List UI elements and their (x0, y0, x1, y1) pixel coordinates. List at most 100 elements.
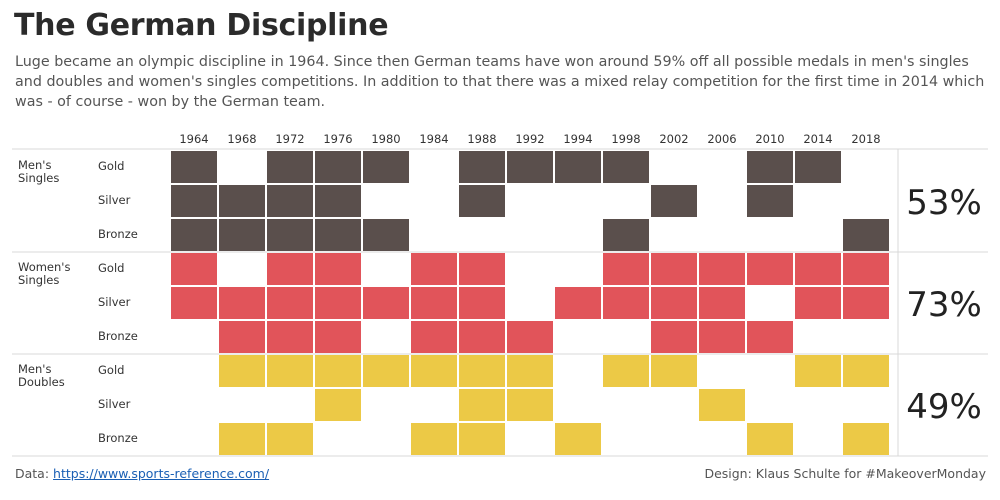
medal-cell (459, 253, 505, 285)
medal-cell (219, 355, 265, 387)
medal-cell (315, 355, 361, 387)
medal-cell (267, 253, 313, 285)
medal-label: Bronze (98, 431, 138, 445)
year-label: 1972 (275, 132, 304, 146)
medal-cell (843, 253, 889, 285)
medal-cell (267, 287, 313, 319)
medal-cell (795, 287, 841, 319)
medal-cell (507, 321, 553, 353)
group-percent: 73% (906, 285, 982, 325)
medal-cell (459, 185, 505, 217)
chart-subtitle: Luge became an olympic discipline in 196… (15, 54, 985, 110)
medal-cell (171, 219, 217, 251)
medal-cell (603, 287, 649, 319)
group-label: Women's (18, 260, 70, 274)
year-label: 1988 (467, 132, 496, 146)
medal-cell (507, 389, 553, 421)
medal-cell (315, 253, 361, 285)
medal-cell (843, 423, 889, 455)
medal-cell (747, 185, 793, 217)
medal-label: Silver (98, 397, 131, 411)
group-label: Doubles (18, 375, 65, 389)
medal-cell (699, 287, 745, 319)
medal-cell (651, 287, 697, 319)
year-label: 1998 (611, 132, 640, 146)
medal-cell (267, 321, 313, 353)
medal-cell (459, 423, 505, 455)
medal-cell (363, 151, 409, 183)
year-label: 1976 (323, 132, 352, 146)
medal-cell (651, 321, 697, 353)
medal-cell (507, 151, 553, 183)
medal-cell (603, 355, 649, 387)
group-label: Singles (18, 171, 59, 185)
medal-cell (363, 355, 409, 387)
medal-cell (699, 389, 745, 421)
medal-cell (555, 287, 601, 319)
medal-label: Silver (98, 193, 131, 207)
medal-cell (843, 219, 889, 251)
medal-cell (603, 253, 649, 285)
data-source: Data: https://www.sports-reference.com/ (15, 466, 269, 481)
medal-cell (315, 287, 361, 319)
medal-cell (363, 287, 409, 319)
year-label: 2018 (851, 132, 880, 146)
medal-label: Gold (98, 159, 124, 173)
medal-cell (315, 321, 361, 353)
medal-cell (411, 253, 457, 285)
medal-cell (411, 423, 457, 455)
medal-cell (267, 219, 313, 251)
medal-cell (459, 389, 505, 421)
medal-cell (699, 321, 745, 353)
medal-cell (267, 423, 313, 455)
medal-cell (747, 423, 793, 455)
medal-cell (651, 253, 697, 285)
medal-cell (171, 185, 217, 217)
medal-cell (315, 219, 361, 251)
year-label: 1992 (515, 132, 544, 146)
year-label: 1984 (419, 132, 448, 146)
year-label: 1964 (179, 132, 208, 146)
medal-cell (411, 321, 457, 353)
medal-cell (267, 151, 313, 183)
medal-cell (699, 253, 745, 285)
year-label: 1980 (371, 132, 400, 146)
medal-cell (411, 287, 457, 319)
medal-cell (171, 253, 217, 285)
medal-label: Bronze (98, 227, 138, 241)
year-label: 1994 (563, 132, 592, 146)
medal-cell (843, 287, 889, 319)
data-source-link[interactable]: https://www.sports-reference.com/ (53, 466, 270, 481)
medal-cell (315, 389, 361, 421)
medal-cell (603, 151, 649, 183)
medal-cell (795, 253, 841, 285)
medal-cell (843, 355, 889, 387)
medal-cell (507, 355, 553, 387)
medal-cell (411, 355, 457, 387)
medal-cell (555, 151, 601, 183)
medal-cell (267, 355, 313, 387)
chart-title: The German Discipline (14, 8, 389, 43)
medal-cell (219, 185, 265, 217)
medal-cell (315, 185, 361, 217)
medal-cell (603, 219, 649, 251)
medal-cell (219, 423, 265, 455)
medal-label: Gold (98, 363, 124, 377)
medal-cell (459, 355, 505, 387)
data-source-label: Data: (15, 466, 54, 481)
year-label: 2014 (803, 132, 832, 146)
medal-cell (171, 287, 217, 319)
medal-cell (747, 321, 793, 353)
group-label: Men's (18, 158, 51, 172)
group-label: Singles (18, 273, 59, 287)
medal-cell (651, 185, 697, 217)
year-label: 2010 (755, 132, 784, 146)
medal-cell (171, 151, 217, 183)
group-label: Men's (18, 362, 51, 376)
medal-cell (267, 185, 313, 217)
medal-label: Gold (98, 261, 124, 275)
medal-cell (459, 321, 505, 353)
medal-cell (747, 151, 793, 183)
medal-cell (219, 219, 265, 251)
